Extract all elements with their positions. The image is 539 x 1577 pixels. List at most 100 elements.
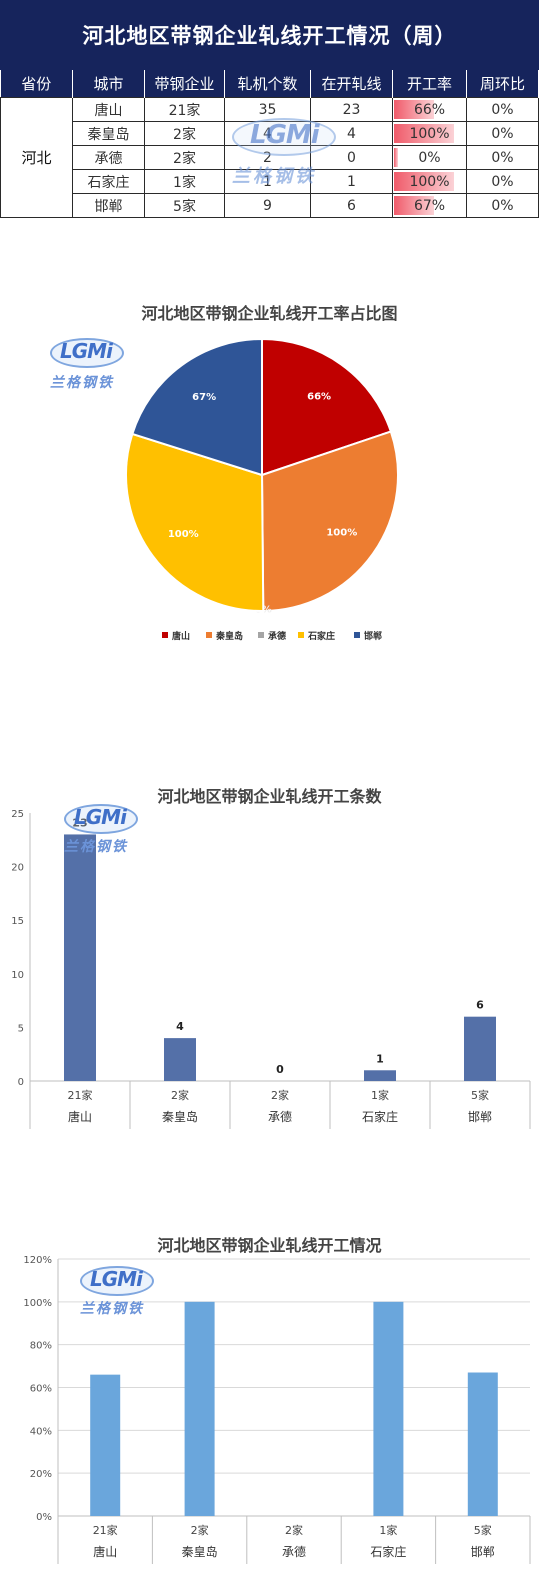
- rate-text: 66%: [413, 101, 446, 118]
- bar-data-label: 1: [376, 1052, 384, 1065]
- header-province: 省份: [0, 70, 73, 98]
- city-cell: 石家庄: [72, 169, 145, 194]
- bar-data-label: 6: [476, 999, 484, 1012]
- y-tick-label: 40%: [30, 1426, 52, 1437]
- mills-cell: 9: [224, 193, 311, 218]
- city-cell: 唐山: [72, 97, 145, 122]
- x-category-label: 石家庄: [362, 1109, 398, 1124]
- header-companies: 带钢企业: [144, 70, 225, 98]
- bar: [90, 1374, 121, 1516]
- rate-databar: [394, 148, 398, 167]
- x-sub-category-label: 5家: [471, 1088, 489, 1102]
- bar: [467, 1372, 498, 1516]
- running-cell: 6: [310, 193, 393, 218]
- y-tick-label: 20%: [30, 1469, 52, 1480]
- y-tick-label: 100%: [23, 1298, 52, 1309]
- header-running: 在开轧线: [310, 70, 393, 98]
- legend-entry: 承德: [268, 630, 286, 642]
- pie-data-label: 66%: [307, 391, 331, 402]
- x-category-label: 秦皇岛: [162, 1109, 198, 1124]
- companies-cell: 2家: [144, 145, 225, 170]
- x-category-label: 邯郸: [468, 1109, 492, 1124]
- legend-swatch: [298, 632, 304, 638]
- pie-data-label: 67%: [192, 392, 216, 403]
- watermark-letters: LGMi: [60, 339, 113, 363]
- mills-cell: 1: [224, 169, 311, 194]
- city-cell: 秦皇岛: [72, 121, 145, 146]
- legend-swatch: [258, 632, 264, 638]
- x-sub-category-label: 2家: [191, 1523, 209, 1537]
- rate-databar: [394, 196, 434, 215]
- legend-entry: 秦皇岛: [215, 630, 243, 642]
- rate-cell: 100%: [392, 169, 467, 194]
- rate-cell: 0%: [392, 145, 467, 170]
- companies-cell: 2家: [144, 121, 225, 146]
- rate-cell: 100%: [392, 121, 467, 146]
- companies-cell: 1家: [144, 169, 225, 194]
- bar: [464, 1016, 496, 1081]
- bar: [364, 1070, 396, 1081]
- wow-cell: 0%: [466, 97, 539, 122]
- legend-swatch: [206, 632, 212, 638]
- y-tick-label: 0%: [36, 1512, 52, 1523]
- rate-cell: 66%: [392, 97, 467, 122]
- y-tick-label: 5: [18, 1023, 24, 1034]
- legend-swatch: [162, 632, 168, 638]
- table-title: 河北地区带钢企业轧线开工情况（周）: [0, 0, 539, 70]
- city-cell: 邯郸: [72, 193, 145, 218]
- pie-slice: [125, 432, 265, 612]
- table-row: 石家庄 1家 1 1 100% 0%: [1, 169, 539, 194]
- table-row: 秦皇岛 2家 4 4 100% 0%: [1, 121, 539, 146]
- watermark-logo: LGMi 兰格钢铁: [48, 336, 128, 396]
- y-tick-label: 10: [11, 970, 24, 981]
- rate-cell: 67%: [392, 193, 467, 218]
- bar: [184, 1301, 215, 1516]
- wow-cell: 0%: [466, 121, 539, 146]
- x-sub-category-label: 5家: [474, 1523, 492, 1537]
- watermark-logo: LGMi 兰格钢铁: [228, 114, 338, 194]
- y-tick-label: 25: [11, 809, 24, 820]
- bar: [373, 1301, 404, 1516]
- x-category-label: 秦皇岛: [182, 1544, 218, 1559]
- x-category-label: 石家庄: [370, 1544, 406, 1559]
- bar-data-label: 4: [176, 1020, 184, 1033]
- watermark-sub: 兰格钢铁: [50, 375, 114, 391]
- watermark-sub: 兰格钢铁: [64, 839, 128, 855]
- rate-databar: [394, 100, 434, 119]
- rate-databar: [394, 124, 454, 143]
- bar: [164, 1038, 196, 1081]
- companies-cell: 5家: [144, 193, 225, 218]
- watermark-sub: 兰格钢铁: [80, 1301, 144, 1317]
- x-category-label: 承德: [268, 1109, 292, 1124]
- x-category-label: 唐山: [93, 1544, 117, 1559]
- header-mills: 轧机个数: [224, 70, 311, 98]
- province-cell: 河北: [0, 97, 73, 218]
- rate-text: 100%: [409, 173, 450, 190]
- table-header-row: 省份 城市 带钢企业 轧机个数 在开轧线 开工率 周环比: [0, 70, 539, 98]
- rate-text: 100%: [409, 125, 450, 142]
- operation-table: 省份 城市 带钢企业 轧机个数 在开轧线 开工率 周环比 河北 唐山 21家 35 23…: [0, 70, 539, 218]
- x-category-label: 邯郸: [471, 1544, 495, 1559]
- y-tick-label: 80%: [30, 1341, 52, 1352]
- wow-cell: 0%: [466, 193, 539, 218]
- y-tick-label: 120%: [23, 1255, 52, 1266]
- table-row: 承德 2家 2 0 0% 0%: [1, 145, 539, 170]
- table-row: 邯郸 5家 9 6 67% 0%: [1, 193, 539, 218]
- watermark-sub: 兰格钢铁: [232, 166, 316, 187]
- rate-databar: [394, 172, 454, 191]
- running-cell: 23: [310, 97, 393, 122]
- legend-swatch: [354, 632, 360, 638]
- pie-slice: [260, 430, 399, 613]
- pie-data-label: 100%: [168, 529, 199, 540]
- watermark-logo: LGMi 兰格钢铁: [62, 802, 142, 862]
- x-sub-category-label: 1家: [379, 1523, 397, 1537]
- x-sub-category-label: 2家: [171, 1088, 189, 1102]
- legend-entry: 唐山: [172, 630, 190, 642]
- rate-text: 67%: [413, 197, 446, 214]
- count-chart-title: 河北地区带钢企业轧线开工条数: [157, 787, 382, 806]
- watermark-letters: LGMi: [250, 120, 320, 150]
- header-city: 城市: [72, 70, 145, 98]
- x-sub-category-label: 1家: [371, 1088, 389, 1102]
